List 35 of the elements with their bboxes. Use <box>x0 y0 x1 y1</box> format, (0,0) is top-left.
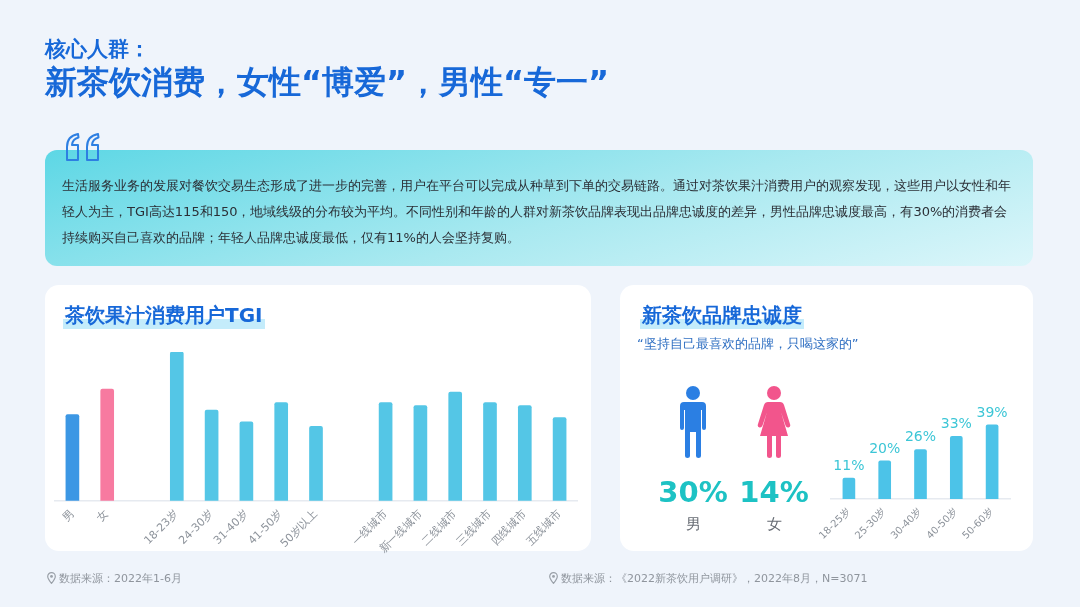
bar <box>914 449 927 499</box>
bar <box>378 402 393 501</box>
x-tick-label: 男 <box>59 507 77 525</box>
source-note: 数据来源：2022年1-6月 <box>59 570 182 586</box>
text: 核心人群： <box>45 36 150 63</box>
x-tick-label: 女 <box>94 507 112 525</box>
data-label: 14% <box>739 475 809 509</box>
text: 新茶饮消费，女性“博爱”，男性“专一” <box>45 62 610 103</box>
text: “坚持自己最喜欢的品牌，只喝这家的” <box>637 335 859 353</box>
bar <box>169 352 184 501</box>
bar <box>517 405 532 501</box>
data-label: 33% <box>940 414 972 431</box>
data-label: 20% <box>869 439 901 456</box>
chart-title: 茶饮果汁消费用户TGI <box>63 302 265 329</box>
bar <box>65 414 80 501</box>
source-note: 数据来源：《2022新茶饮用户调研》，2022年8月，N=3071 <box>561 570 868 586</box>
data-label: 30% <box>658 475 728 509</box>
bar <box>100 388 115 501</box>
text: 生活服务业务的发展对餐饮交易生态形成了进一步的完善，用户在平台可以完成从种草到下单的交易链路。通过对茶饮果汁消费用户的观察发现，这些用户以女性和年轻人为主，TGI高达115和150，地域线级的分布较为平均。不同性别和年龄的人群对新茶饮品牌表现出品牌忠诚度的差异，男性品牌忠诚度最高，有30%的消费者会持续购买自己喜欢的品牌；年轻人品牌忠诚度最低，仅有11%的人会坚持复购。 <box>62 177 1012 247</box>
bar <box>309 426 323 501</box>
data-label: 11% <box>833 456 865 473</box>
bar <box>204 409 219 501</box>
bar <box>483 402 497 501</box>
bar <box>239 421 254 501</box>
bar <box>448 391 463 501</box>
bar <box>949 435 963 499</box>
data-label: 39% <box>976 403 1008 420</box>
data-label: 26% <box>904 428 937 445</box>
bar <box>413 405 428 501</box>
bar <box>552 417 567 501</box>
text: 新茶饮品牌忠诚度 <box>640 302 804 329</box>
bar <box>985 424 999 499</box>
bar <box>878 460 892 499</box>
bar <box>274 402 289 501</box>
bar <box>842 477 856 499</box>
